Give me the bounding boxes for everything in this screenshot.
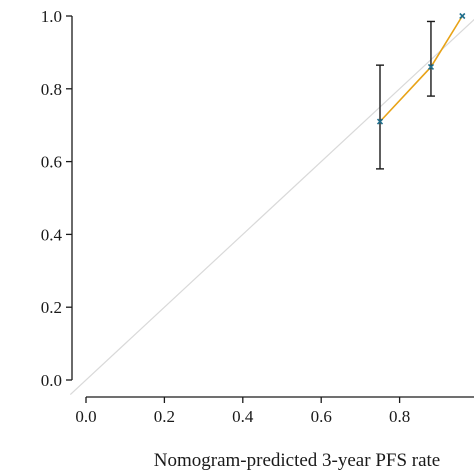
x-tick-label: 0.6 — [311, 407, 332, 426]
data-point-marker — [459, 12, 466, 20]
marker-stroke — [376, 118, 384, 125]
series-layer — [376, 12, 466, 170]
y-tick-label: 0.0 — [41, 371, 62, 390]
y-tick-label: 1.0 — [41, 7, 62, 26]
x-tick-label: 0.2 — [154, 407, 175, 426]
reference-layer — [69, 18, 474, 395]
y-tick-label: 0.2 — [41, 298, 62, 317]
y-tick-label: 0.6 — [41, 153, 62, 172]
x-tick-label: 0.8 — [389, 407, 410, 426]
x-axis-title: Nomogram-predicted 3-year PFS rate — [154, 450, 441, 471]
reference-diagonal-line — [69, 18, 474, 395]
marker-stroke — [459, 12, 466, 20]
y-tick-label: 0.8 — [41, 80, 62, 99]
data-point-marker — [376, 118, 384, 125]
x-tick-label: 0.0 — [75, 407, 96, 426]
data-point-marker — [427, 63, 435, 71]
y-tick-label: 0.4 — [41, 225, 63, 244]
x-tick-label: 0.4 — [232, 407, 254, 426]
axes-layer: 0.00.20.40.60.81.00.00.20.40.60.81 — [41, 7, 474, 426]
marker-stroke — [427, 63, 435, 71]
